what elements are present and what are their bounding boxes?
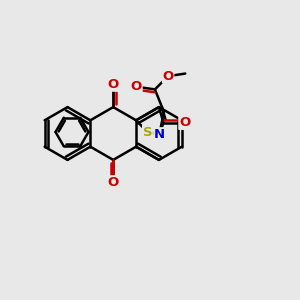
Text: O: O bbox=[131, 80, 142, 93]
Text: O: O bbox=[163, 70, 174, 83]
Text: S: S bbox=[142, 125, 152, 139]
Text: O: O bbox=[179, 116, 190, 129]
Text: O: O bbox=[108, 176, 119, 189]
Text: N: N bbox=[154, 128, 165, 141]
Text: O: O bbox=[108, 78, 119, 91]
